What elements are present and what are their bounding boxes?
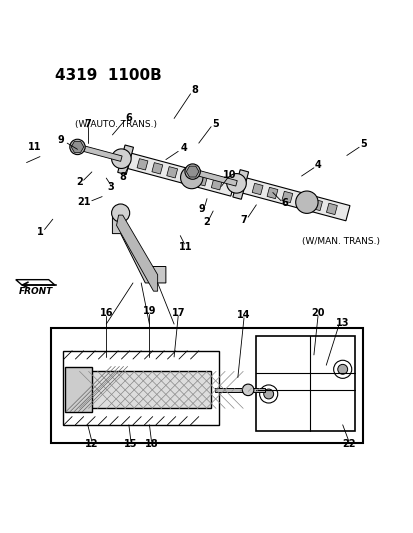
- Polygon shape: [296, 195, 307, 207]
- Text: FRONT: FRONT: [19, 287, 53, 296]
- Text: 11: 11: [28, 142, 41, 152]
- Polygon shape: [117, 145, 133, 175]
- Polygon shape: [252, 183, 262, 195]
- Text: (W/MAN. TRANS.): (W/MAN. TRANS.): [301, 237, 379, 246]
- Polygon shape: [186, 166, 198, 177]
- FancyBboxPatch shape: [65, 367, 92, 413]
- Circle shape: [295, 191, 317, 213]
- Text: 9: 9: [198, 204, 204, 214]
- Text: 10: 10: [222, 170, 236, 180]
- Text: 15: 15: [124, 439, 138, 449]
- Text: 17: 17: [171, 308, 185, 318]
- Text: 6: 6: [281, 198, 288, 208]
- Polygon shape: [326, 203, 337, 215]
- Polygon shape: [181, 171, 192, 182]
- Text: 14: 14: [237, 310, 250, 320]
- Polygon shape: [211, 179, 222, 190]
- FancyBboxPatch shape: [63, 351, 219, 425]
- Circle shape: [337, 365, 347, 374]
- Polygon shape: [281, 191, 292, 203]
- Polygon shape: [196, 175, 207, 186]
- Circle shape: [185, 164, 200, 179]
- Polygon shape: [137, 159, 147, 170]
- Circle shape: [242, 384, 253, 395]
- FancyBboxPatch shape: [51, 328, 362, 443]
- Text: 4319  1100B: 4319 1100B: [55, 68, 161, 83]
- Polygon shape: [232, 169, 248, 199]
- Polygon shape: [16, 280, 55, 285]
- Text: (W/AUTO. TRANS.): (W/AUTO. TRANS.): [75, 120, 157, 129]
- Text: 12: 12: [85, 439, 98, 449]
- Circle shape: [259, 385, 277, 403]
- Polygon shape: [152, 163, 162, 174]
- Text: 19: 19: [142, 306, 156, 316]
- Text: 9: 9: [57, 135, 64, 146]
- Polygon shape: [76, 144, 122, 161]
- Circle shape: [112, 149, 131, 168]
- Polygon shape: [192, 169, 237, 186]
- Text: 2: 2: [76, 177, 83, 187]
- Polygon shape: [237, 176, 349, 221]
- Text: 16: 16: [99, 308, 113, 318]
- Text: 8: 8: [119, 172, 126, 182]
- Polygon shape: [71, 141, 83, 152]
- Polygon shape: [266, 187, 277, 199]
- Text: 3: 3: [107, 182, 114, 192]
- Text: 4: 4: [180, 143, 188, 154]
- FancyBboxPatch shape: [256, 336, 354, 431]
- Text: 2: 2: [202, 217, 209, 228]
- Text: 7: 7: [84, 119, 91, 129]
- Polygon shape: [215, 388, 264, 392]
- Text: 21: 21: [77, 197, 90, 207]
- Polygon shape: [311, 199, 322, 211]
- Circle shape: [112, 204, 129, 222]
- Text: 22: 22: [341, 439, 355, 449]
- Text: 5: 5: [359, 139, 366, 149]
- Polygon shape: [116, 215, 157, 291]
- Text: 7: 7: [240, 215, 247, 225]
- Circle shape: [180, 166, 202, 189]
- Text: 6: 6: [125, 112, 132, 123]
- Text: 4: 4: [314, 160, 320, 170]
- Text: 5: 5: [211, 119, 218, 129]
- Text: 8: 8: [191, 85, 198, 95]
- Text: 11: 11: [178, 242, 192, 252]
- Circle shape: [263, 389, 273, 399]
- Text: 1: 1: [37, 228, 44, 237]
- Text: 13: 13: [335, 318, 349, 328]
- Circle shape: [333, 360, 351, 378]
- Circle shape: [226, 174, 246, 193]
- Polygon shape: [112, 217, 166, 283]
- Text: 20: 20: [311, 309, 324, 318]
- Circle shape: [70, 139, 85, 155]
- Text: 18: 18: [144, 439, 158, 449]
- Polygon shape: [166, 167, 177, 178]
- Polygon shape: [122, 152, 234, 196]
- FancyBboxPatch shape: [79, 372, 211, 408]
